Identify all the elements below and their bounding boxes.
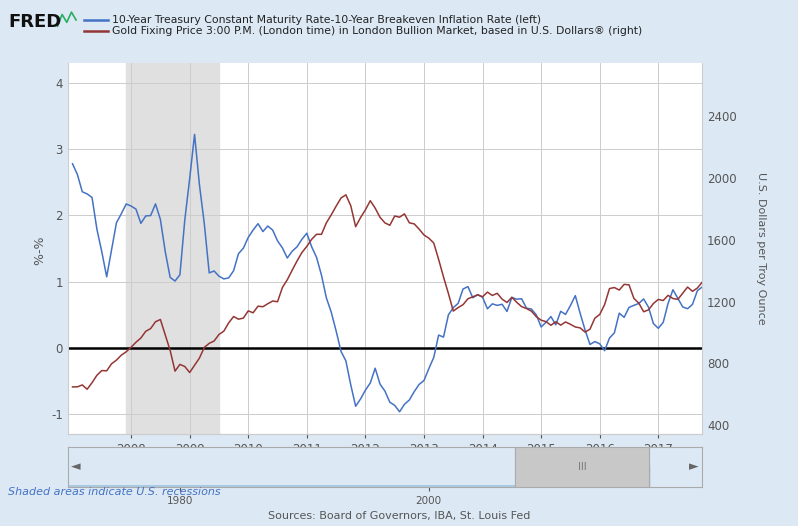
Y-axis label: U.S. Dollars per Troy Ounce: U.S. Dollars per Troy Ounce [757, 172, 766, 325]
Text: 10-Year Treasury Constant Maturity Rate-10-Year Breakeven Inflation Rate (left): 10-Year Treasury Constant Maturity Rate-… [112, 15, 541, 25]
FancyBboxPatch shape [515, 447, 650, 487]
Text: III: III [578, 462, 587, 472]
Text: Sources: Board of Governors, IBA, St. Louis Fed: Sources: Board of Governors, IBA, St. Lo… [268, 511, 530, 521]
Y-axis label: %-% : %-% [34, 232, 47, 265]
Bar [515, 447, 650, 487]
Text: ►: ► [689, 460, 699, 473]
Text: Gold Fixing Price 3:00 P.M. (London time) in London Bullion Market, based in U.S: Gold Fixing Price 3:00 P.M. (London time… [112, 25, 642, 36]
Text: Shaded areas indicate U.S. recessions: Shaded areas indicate U.S. recessions [8, 487, 220, 497]
Bar [126, 63, 219, 434]
Text: FRED: FRED [8, 13, 61, 31]
Text: ◄: ◄ [71, 460, 81, 473]
